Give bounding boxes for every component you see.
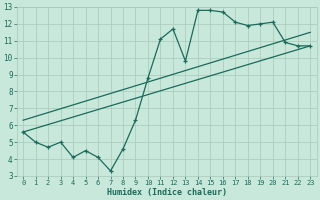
X-axis label: Humidex (Indice chaleur): Humidex (Indice chaleur) <box>107 188 227 197</box>
